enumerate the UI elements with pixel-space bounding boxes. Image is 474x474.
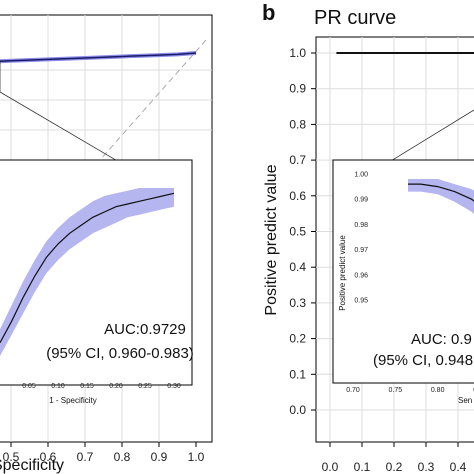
roc-x-tick-label: 0.9 [151, 450, 168, 464]
roc-inset-x-tick-label: 0.25 [138, 383, 152, 390]
pr-inset-x-tick-label: 0.70 [346, 387, 360, 394]
roc-ci-text: (95% CI, 0.960-0.983) [46, 345, 194, 362]
pr-y-tick-label: 0.4 [289, 260, 306, 274]
roc-inset-x-tick-label: 0.10 [51, 383, 65, 390]
pr-x-tick-label: 0.2 [386, 460, 403, 474]
roc-curve-line [0, 52, 197, 62]
pr-y-tick-label: 0.6 [289, 189, 306, 203]
pr-auc-text: AUC: 0.9 [411, 331, 472, 348]
pr-inset-curve [408, 183, 474, 202]
roc-inset-x-tick-label: 0.05 [22, 383, 36, 390]
pr-inset-y-tick-label: 0.96 [354, 272, 368, 279]
panel-label-b: b [262, 0, 275, 25]
roc-main-series [0, 51, 197, 64]
pr-x-tick-label: 0.0 [322, 460, 339, 474]
pr-inset-ylabel: Positive predict value [338, 235, 347, 311]
pr-y-tick-label: 0.1 [289, 367, 306, 381]
pr-y-tick-label: 0.0 [289, 403, 306, 417]
pr-x-tick-label: 0.3 [418, 460, 435, 474]
pr-inset-y-tick-label: 0.95 [354, 298, 368, 305]
pr-y-tick-label: 0.5 [289, 225, 306, 239]
pr-inset-x-tick-label: 0.75 [389, 387, 403, 394]
roc-x-tick-label: 0.7 [77, 450, 94, 464]
pr-y-axis-label: Positive predict value [263, 164, 280, 315]
roc-auc-text: AUC:0.9729 [104, 321, 186, 338]
pr-title: PR curve [314, 7, 396, 29]
roc-x-axis-label: Specificity [0, 457, 64, 474]
pr-inset-y-ticks: 1.00 0.99 0.98 0.97 0.96 0.95 [354, 172, 368, 305]
roc-x-tick-label: 0.5 [3, 450, 20, 464]
roc-inset-series [0, 188, 175, 356]
pr-x-tick-label: 0.1 [354, 460, 371, 474]
roc-x-tick-label: 0.6 [40, 450, 57, 464]
pr-inset-y-tick-label: 0.97 [354, 247, 368, 254]
pr-ci-text: (95% CI, 0.948 [373, 352, 473, 369]
pr-y-tick-label: 1.0 [289, 46, 306, 60]
pr-inset-x-tick-label: 0.80 [431, 387, 445, 394]
pr-x-ticks: 0.0 0.1 0.2 0.3 0.4 [322, 442, 467, 474]
pr-inset-y-tick-label: 0.98 [354, 222, 368, 229]
pr-y-tick-label: 0.3 [289, 296, 306, 310]
pr-y-tick-label: 0.2 [289, 332, 306, 346]
roc-inset-curve [0, 192, 175, 343]
pr-y-ticks: 0.0 0.1 0.2 0.3 0.4 0.5 0.6 0.7 0.8 0.9 1.0 [289, 46, 316, 417]
roc-diagonal-reference [99, 39, 207, 161]
roc-x-tick-label: 0.8 [114, 450, 131, 464]
roc-x-tick-label: 1.0 [188, 450, 205, 464]
roc-inset-xlabel: 1 - Specificity [49, 396, 97, 405]
pr-y-tick-label: 0.9 [289, 82, 306, 96]
pr-inset-ci-band [408, 179, 474, 215]
pr-inset-series [408, 179, 474, 215]
roc-x-ticks: 0.5 0.6 0.7 0.8 0.9 1.0 [3, 442, 205, 464]
roc-inset-x-tick-label: 0.15 [80, 383, 94, 390]
roc-inset-x-tick-label: 0.20 [109, 383, 123, 390]
pr-inset-y-tick-label: 1.00 [354, 172, 368, 179]
pr-inset-y-tick-label: 0.99 [354, 197, 368, 204]
pr-x-tick-label: 0.4 [450, 460, 467, 474]
roc-inset-x-tick-label: 0.30 [167, 383, 181, 390]
pr-y-tick-label: 0.7 [289, 153, 306, 167]
roc-inset-x-ticks: 0.05 0.10 0.15 0.20 0.25 0.30 [22, 383, 181, 390]
pr-y-tick-label: 0.8 [289, 117, 306, 131]
pr-inset-xlabel: Sen [458, 396, 472, 405]
